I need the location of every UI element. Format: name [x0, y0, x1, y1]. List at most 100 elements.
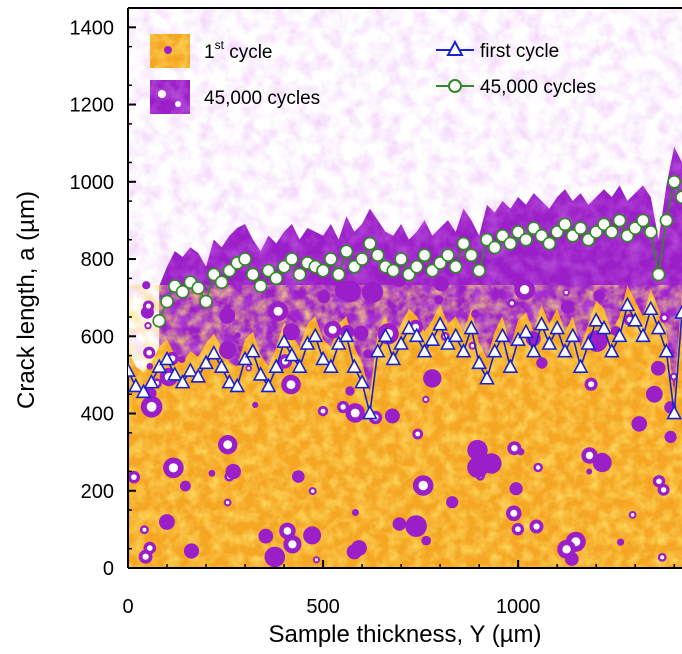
pore-purple	[481, 453, 502, 474]
pore-purple	[467, 439, 488, 461]
pore-purple	[421, 535, 432, 546]
pore-white	[146, 324, 150, 328]
y-axis-title: Crack length, a (µm)	[13, 191, 40, 409]
pore-purple	[335, 280, 355, 300]
pore-purple	[159, 514, 175, 530]
point-first-cycle	[463, 319, 480, 335]
point-first-cycle	[486, 343, 503, 358]
point-45-000-cycles	[191, 281, 206, 295]
point-45-000-cycles	[519, 232, 533, 247]
point-45-000-cycles	[160, 294, 174, 309]
pore-white	[511, 445, 518, 452]
point-first-cycle	[362, 404, 378, 420]
point-first-cycle	[549, 319, 565, 335]
pore-purple	[252, 401, 259, 408]
point-first-cycle	[619, 296, 636, 312]
legend-marker-45000-cycles	[448, 79, 462, 93]
point-45-000-cycles	[253, 279, 268, 293]
pore-white	[412, 323, 420, 331]
point-45-000-cycles	[651, 267, 666, 282]
point-first-cycle	[471, 354, 487, 370]
point-first-cycle	[128, 377, 144, 393]
point-first-cycle	[611, 327, 628, 343]
pore-purple	[219, 307, 236, 324]
point-first-cycle	[596, 319, 612, 335]
point-first-cycle	[603, 343, 620, 358]
point-first-cycle	[229, 377, 246, 393]
y-tick-label: 400	[81, 404, 114, 426]
pore-white	[588, 381, 595, 388]
point-45-000-cycles	[417, 248, 432, 262]
point-45-000-cycles	[487, 240, 502, 255]
pore-white	[320, 408, 326, 414]
pore-white	[585, 451, 594, 460]
series-legend: first cycle 45,000 cycles	[436, 39, 596, 98]
legend-swatch-45000-cycles-texture	[150, 80, 190, 114]
pore-purple	[180, 480, 191, 492]
pore-purple	[446, 496, 459, 509]
pore-purple	[317, 290, 331, 304]
pore-purple	[303, 526, 322, 545]
pore-purple	[423, 369, 442, 388]
pore-white	[535, 465, 541, 470]
pore-purple	[363, 349, 373, 359]
pore-white	[247, 366, 251, 370]
point-45-000-cycles	[464, 248, 479, 262]
pore-purple	[292, 470, 305, 483]
pore-purple	[392, 517, 407, 531]
legend-label-45000-cycles: 45,000 cycles	[480, 77, 596, 98]
y-tick-label: 600	[81, 326, 114, 348]
point-45-000-cycles	[355, 252, 369, 266]
pore-white	[283, 527, 292, 535]
pore-purple	[225, 463, 241, 480]
pore-white	[328, 325, 337, 334]
pore-purple	[384, 408, 400, 424]
pore-white	[672, 374, 676, 379]
point-first-cycle	[315, 350, 331, 366]
point-first-cycle	[260, 377, 277, 393]
point-first-cycle	[580, 335, 597, 350]
point-45-000-cycles	[175, 285, 190, 299]
pore-purple	[146, 363, 154, 370]
pore-white	[415, 431, 421, 437]
point-first-cycle	[128, 362, 136, 377]
point-first-cycle	[455, 343, 472, 358]
point-45-000-cycles	[238, 252, 252, 266]
pore-white	[147, 545, 153, 551]
point-45-000-cycles	[643, 225, 658, 239]
pore-white	[533, 523, 540, 530]
pore-purple	[536, 357, 548, 369]
pore-purple	[645, 385, 663, 403]
pore-purple	[361, 281, 384, 303]
pore-purple	[433, 276, 449, 292]
y-tick-label: 800	[81, 249, 114, 271]
point-first-cycle	[143, 373, 160, 389]
point-first-cycle	[330, 335, 347, 350]
y-tick-label: 200	[81, 481, 114, 503]
point-first-cycle	[627, 312, 644, 327]
point-45-000-cycles	[199, 294, 213, 309]
background-legend: 1st cycle 45,000 cycles	[150, 34, 320, 114]
point-first-cycle	[440, 335, 456, 350]
pore-white	[142, 527, 147, 532]
point-first-cycle	[377, 327, 394, 343]
point-first-cycle	[564, 327, 581, 343]
point-45-000-cycles	[370, 248, 385, 262]
point-first-cycle	[494, 327, 511, 343]
pore-purple	[617, 538, 625, 546]
pore-white	[656, 478, 662, 485]
point-45-000-cycles	[316, 263, 330, 278]
point-45-000-cycles	[558, 217, 572, 232]
point-first-cycle	[291, 358, 308, 373]
pore-purple	[178, 356, 186, 363]
point-first-cycle	[190, 368, 207, 383]
pore-purple	[509, 482, 523, 496]
pore-white	[418, 480, 428, 491]
point-first-cycle	[650, 319, 667, 335]
pore-purple	[650, 361, 666, 376]
pore-purple	[353, 325, 369, 341]
point-first-cycle	[268, 358, 285, 373]
x-axis-ticks: 0 500 1000	[122, 560, 675, 618]
pore-purple	[471, 309, 480, 318]
point-first-cycle	[635, 327, 651, 343]
